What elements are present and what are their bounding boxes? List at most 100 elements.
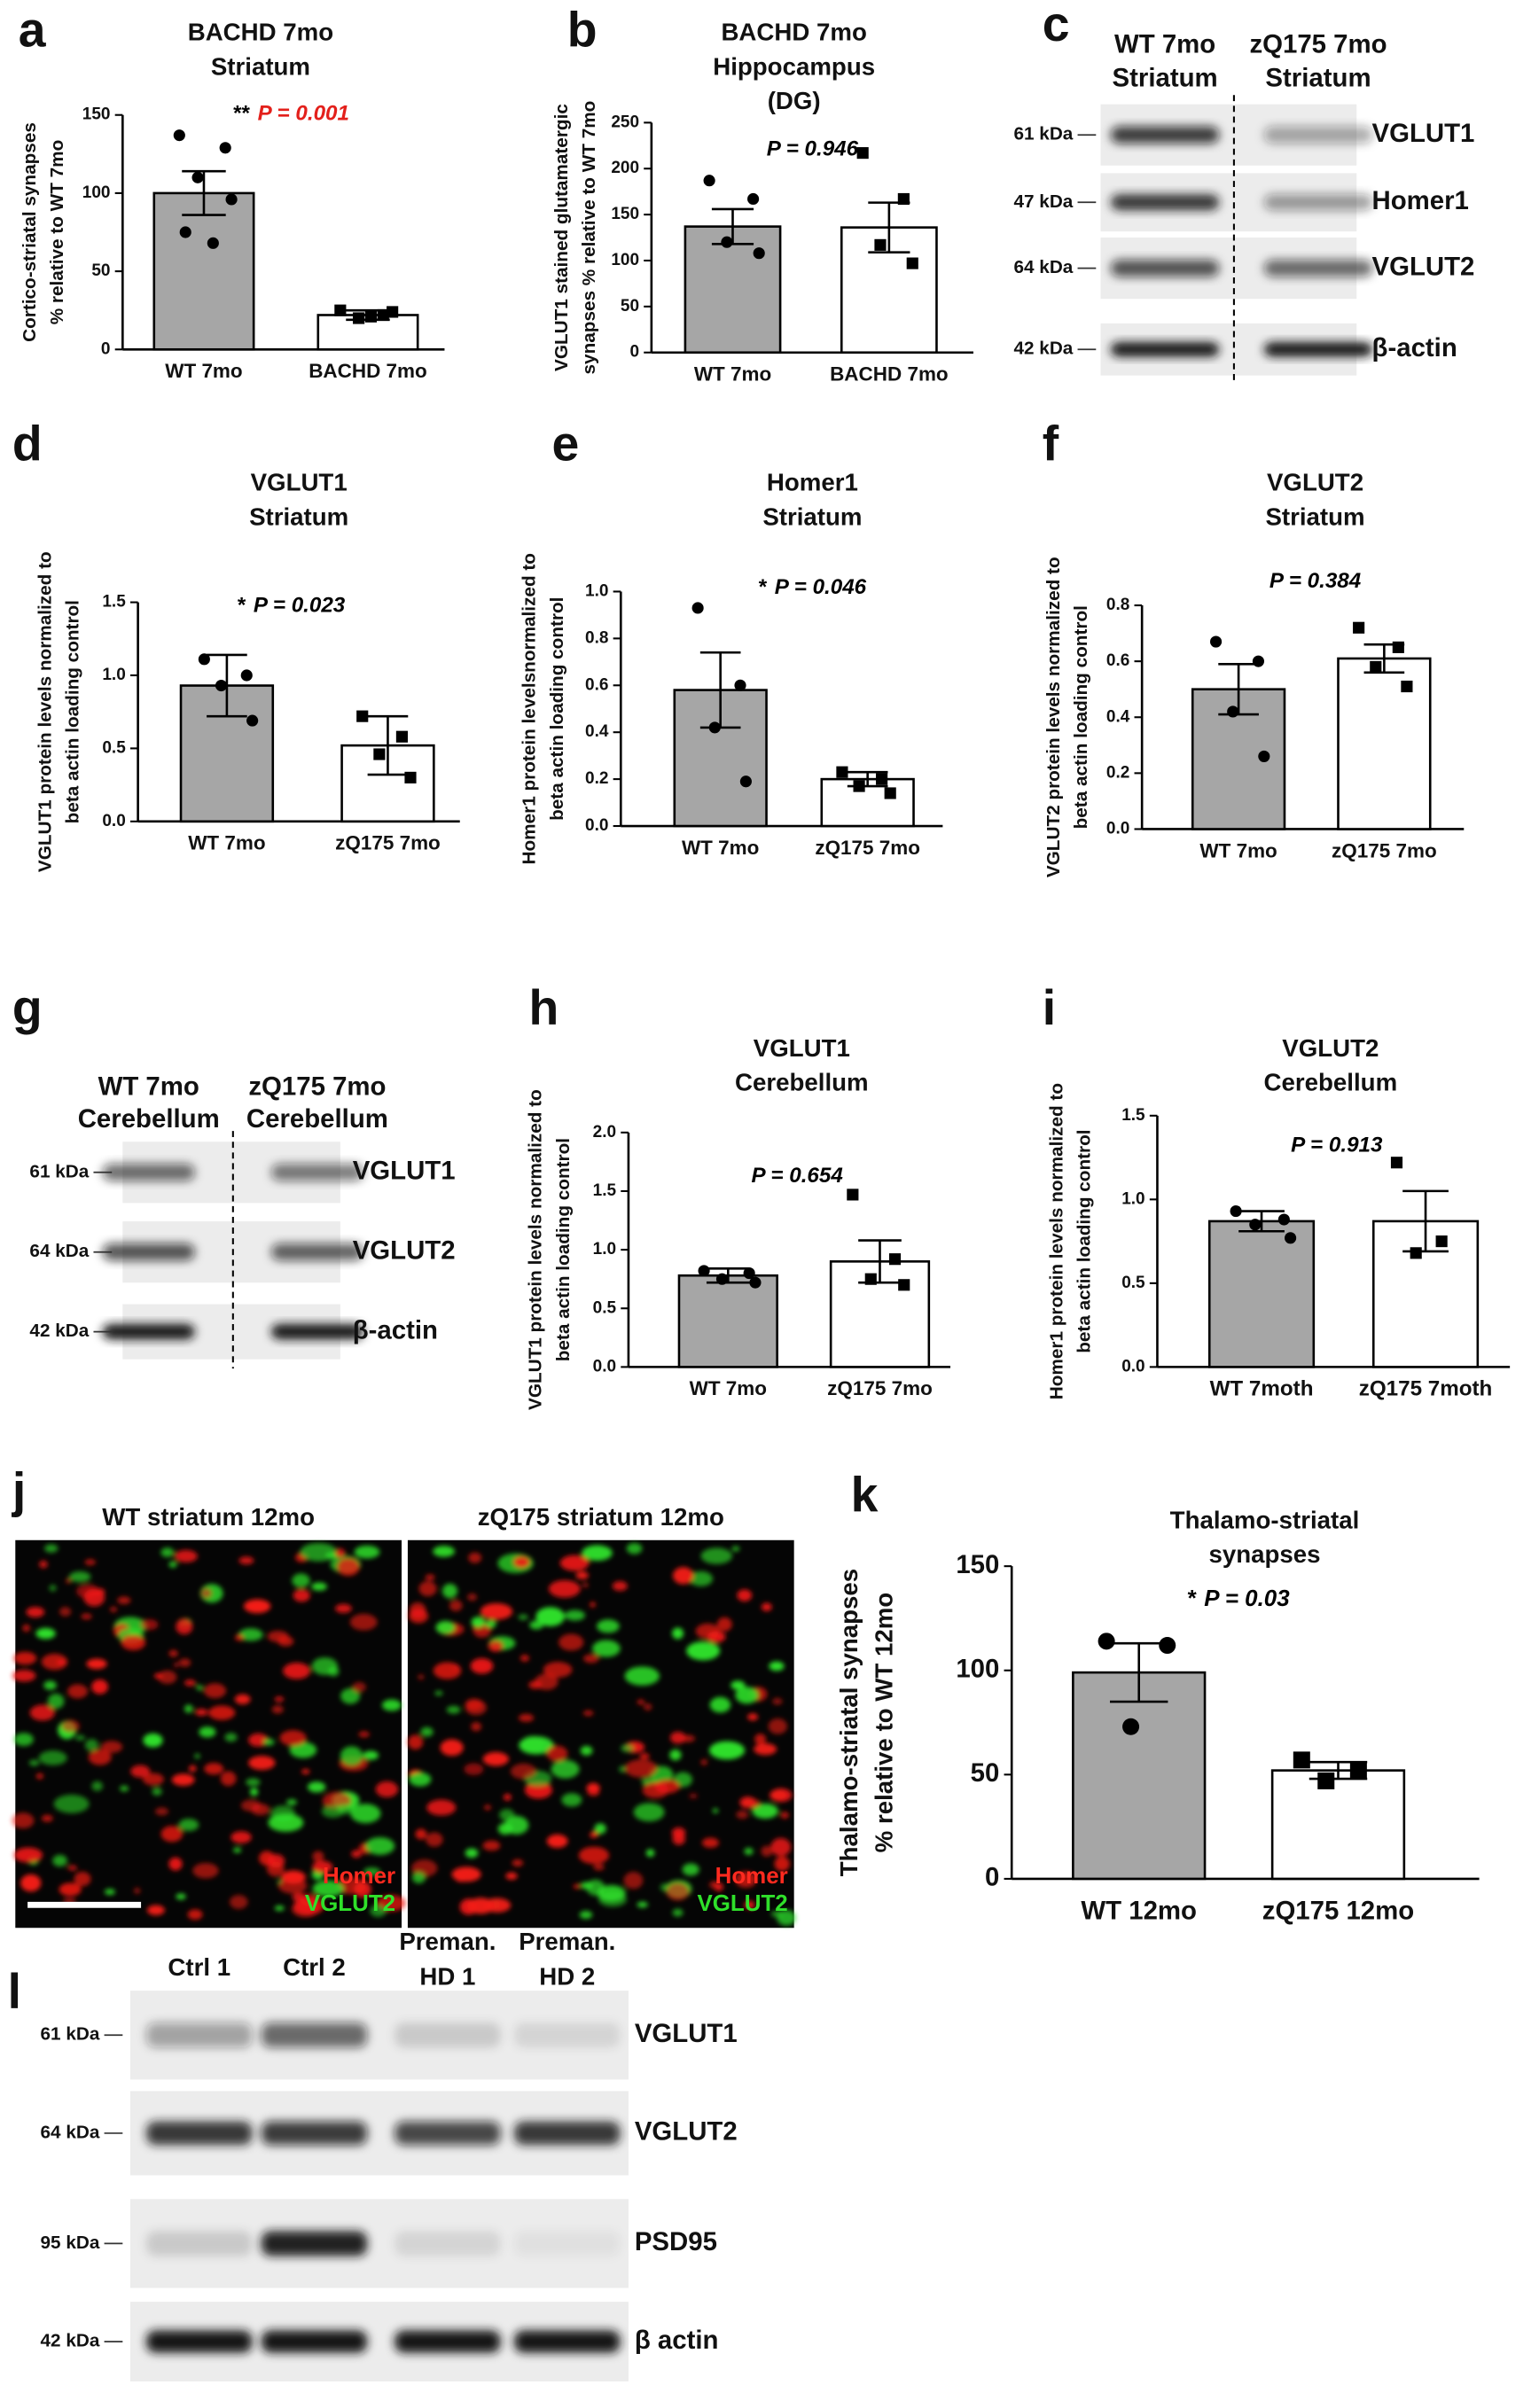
punctum: [770, 1788, 793, 1803]
punctum: [712, 1808, 719, 1813]
punctum: [619, 1765, 626, 1773]
punctum: [279, 1730, 307, 1746]
punctum: [590, 1601, 596, 1608]
data-point: [240, 669, 253, 682]
punctum: [199, 1726, 216, 1738]
x-tick-label: BACHD 7mo: [830, 363, 949, 386]
punctum: [76, 1584, 100, 1599]
y-tick-label: 150: [956, 1550, 999, 1579]
punctum: [207, 1705, 236, 1720]
data-point: [739, 775, 752, 788]
y-axis-label: beta actin loading control: [62, 600, 82, 823]
blot-band: [1263, 259, 1373, 277]
punctum: [612, 1581, 628, 1592]
punctum: [160, 1826, 184, 1843]
annotation-text: P = 0.001: [258, 102, 349, 126]
punctum: [709, 1881, 721, 1889]
punctum: [187, 1909, 203, 1921]
punctum: [134, 1887, 141, 1894]
punctum: [730, 1680, 746, 1690]
punctum: [238, 1556, 254, 1565]
bar: [1371, 1220, 1480, 1368]
data-point: [334, 304, 347, 316]
chart-title: VGLUT1: [754, 1034, 850, 1062]
y-tick-label: 0.8: [585, 628, 608, 647]
data-point: [864, 1273, 877, 1285]
protein-label: VGLUT2: [635, 2117, 738, 2147]
punctum: [503, 1793, 512, 1801]
punctum: [271, 1705, 284, 1714]
data-point: [1252, 655, 1265, 667]
x-tick-label: WT 7mo: [188, 832, 265, 854]
punctum: [418, 1674, 425, 1680]
blot-band: [1263, 194, 1373, 211]
data-point: [856, 147, 869, 160]
annotation-text: P = 0.03: [1204, 1586, 1290, 1611]
punctum: [564, 1609, 586, 1621]
punctum: [580, 1882, 593, 1890]
punctum: [358, 1731, 370, 1738]
punctum: [761, 1845, 773, 1857]
punctum: [701, 1837, 719, 1848]
data-point: [364, 310, 378, 323]
punctum: [176, 1893, 186, 1900]
panel-letter: i: [1043, 980, 1056, 1035]
punctum: [203, 1683, 227, 1699]
x-tick-label: WT 7moth: [1210, 1377, 1314, 1401]
punctum: [780, 1812, 789, 1819]
punctum: [91, 1781, 103, 1791]
chart-title: Striatum: [211, 52, 310, 80]
size-marker: 42 kDa: [1013, 339, 1073, 359]
punctum: [121, 1634, 146, 1650]
punctum: [754, 1743, 777, 1756]
punctum: [311, 1656, 338, 1676]
annotation-text: P = 0.023: [254, 594, 346, 618]
punctum: [184, 1679, 196, 1687]
annotation-text: P = 0.384: [1269, 569, 1362, 593]
annotation: P = 0.384: [1269, 569, 1362, 593]
blot-band: [146, 2022, 253, 2048]
punctum: [686, 1641, 721, 1661]
punctum: [510, 1763, 537, 1780]
data-point: [1209, 635, 1223, 648]
punctum: [415, 1828, 427, 1840]
blot-band: [1110, 259, 1220, 277]
punctum: [292, 1573, 310, 1588]
punctum: [744, 1900, 755, 1910]
punctum: [624, 1666, 660, 1686]
panel-letter: a: [19, 3, 47, 58]
punctum: [546, 1834, 568, 1848]
punctum: [700, 1758, 707, 1765]
data-point: [897, 192, 910, 206]
punctum: [671, 1827, 686, 1838]
chart-title: Hippocampus: [713, 52, 875, 80]
punctum: [38, 1750, 67, 1765]
punctum: [142, 1773, 165, 1786]
punctum: [483, 1898, 512, 1913]
punctum: [637, 1699, 645, 1705]
punctum: [770, 1910, 783, 1918]
punctum: [666, 1882, 690, 1901]
punctum: [234, 1694, 251, 1705]
punctum: [669, 1731, 686, 1744]
data-point: [373, 748, 386, 760]
punctum: [192, 1862, 219, 1879]
data-point: [1435, 1235, 1448, 1248]
punctum: [174, 1549, 198, 1562]
punctum: [229, 1895, 248, 1909]
bar: [1207, 1220, 1316, 1368]
blot-band: [270, 1164, 364, 1181]
punctum: [365, 1836, 395, 1855]
punctum: [639, 1753, 650, 1759]
punctum: [352, 1682, 366, 1693]
punctum: [81, 1613, 92, 1620]
punctum: [484, 1804, 491, 1811]
punctum: [311, 1582, 327, 1591]
punctum: [20, 1874, 42, 1892]
punctum: [68, 1571, 91, 1583]
punctum: [731, 1546, 740, 1552]
punctum: [289, 1742, 317, 1758]
stain-label: Homer: [715, 1864, 788, 1889]
stain-label: VGLUT2: [305, 1891, 395, 1916]
data-point: [1317, 1772, 1335, 1789]
